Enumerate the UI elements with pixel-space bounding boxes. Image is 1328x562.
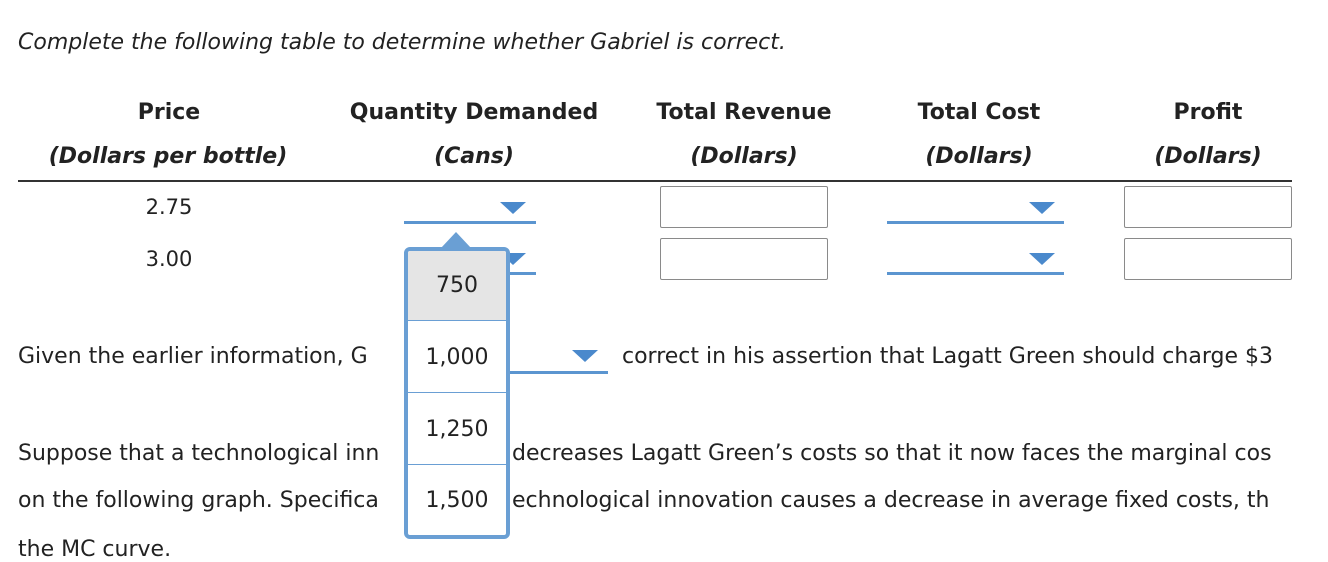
subheader-profit: (Dollars)	[1154, 144, 1262, 169]
chevron-down-icon	[1029, 253, 1055, 265]
quantity-dropdown-menu[interactable]: 750 1,000 1,250 1,500	[404, 247, 510, 539]
total-cost-dropdown-row-2[interactable]	[887, 249, 1064, 275]
subheader-total-cost: (Dollars)	[925, 144, 1033, 169]
profit-input-row-1[interactable]	[1124, 186, 1292, 228]
chevron-down-icon	[500, 202, 526, 214]
innovation-text-line2-end: echnological innovation causes a decreas…	[512, 488, 1270, 513]
table-header-divider	[18, 180, 1292, 182]
dropdown-option-1000[interactable]: 1,000	[408, 323, 506, 393]
total-revenue-input-row-2[interactable]	[660, 238, 828, 280]
profit-input-row-2[interactable]	[1124, 238, 1292, 280]
header-total-cost: Total Cost	[917, 100, 1041, 125]
dropdown-option-750[interactable]: 750	[408, 251, 506, 321]
header-profit: Profit	[1173, 100, 1243, 125]
subheader-price: (Dollars per bottle)	[48, 144, 288, 169]
total-revenue-input-row-1[interactable]	[660, 186, 828, 228]
dropdown-option-1500[interactable]: 1,500	[425, 487, 489, 513]
assertion-text-end: correct in his assertion that Lagatt Gre…	[622, 344, 1273, 369]
total-cost-dropdown-row-1[interactable]	[887, 198, 1064, 224]
subheader-total-revenue: (Dollars)	[690, 144, 798, 169]
innovation-text-line3: the MC curve.	[18, 537, 172, 562]
subheader-quantity: (Cans)	[434, 144, 514, 169]
chevron-down-icon	[1029, 202, 1055, 214]
chevron-down-icon	[572, 350, 598, 362]
innovation-text-line2-start: on the following graph. Specifica	[18, 488, 379, 513]
price-cell-row-1: 2.75	[145, 195, 193, 219]
header-total-revenue: Total Revenue	[656, 100, 832, 125]
assertion-dropdown[interactable]	[430, 346, 608, 374]
instructions-text: Complete the following table to determin…	[18, 30, 786, 55]
header-quantity: Quantity Demanded	[349, 100, 599, 125]
dropdown-option-1250[interactable]: 1,250	[408, 395, 506, 465]
dropdown-popup-caret	[441, 232, 471, 248]
assertion-text-start: Given the earlier information, G	[18, 344, 368, 369]
quantity-dropdown-row-1[interactable]	[404, 198, 536, 224]
header-price: Price	[137, 100, 201, 125]
price-cell-row-2: 3.00	[145, 247, 193, 271]
innovation-text-line1-end: decreases Lagatt Green’s costs so that i…	[512, 441, 1272, 466]
innovation-text-line1-start: Suppose that a technological inn	[18, 441, 380, 466]
